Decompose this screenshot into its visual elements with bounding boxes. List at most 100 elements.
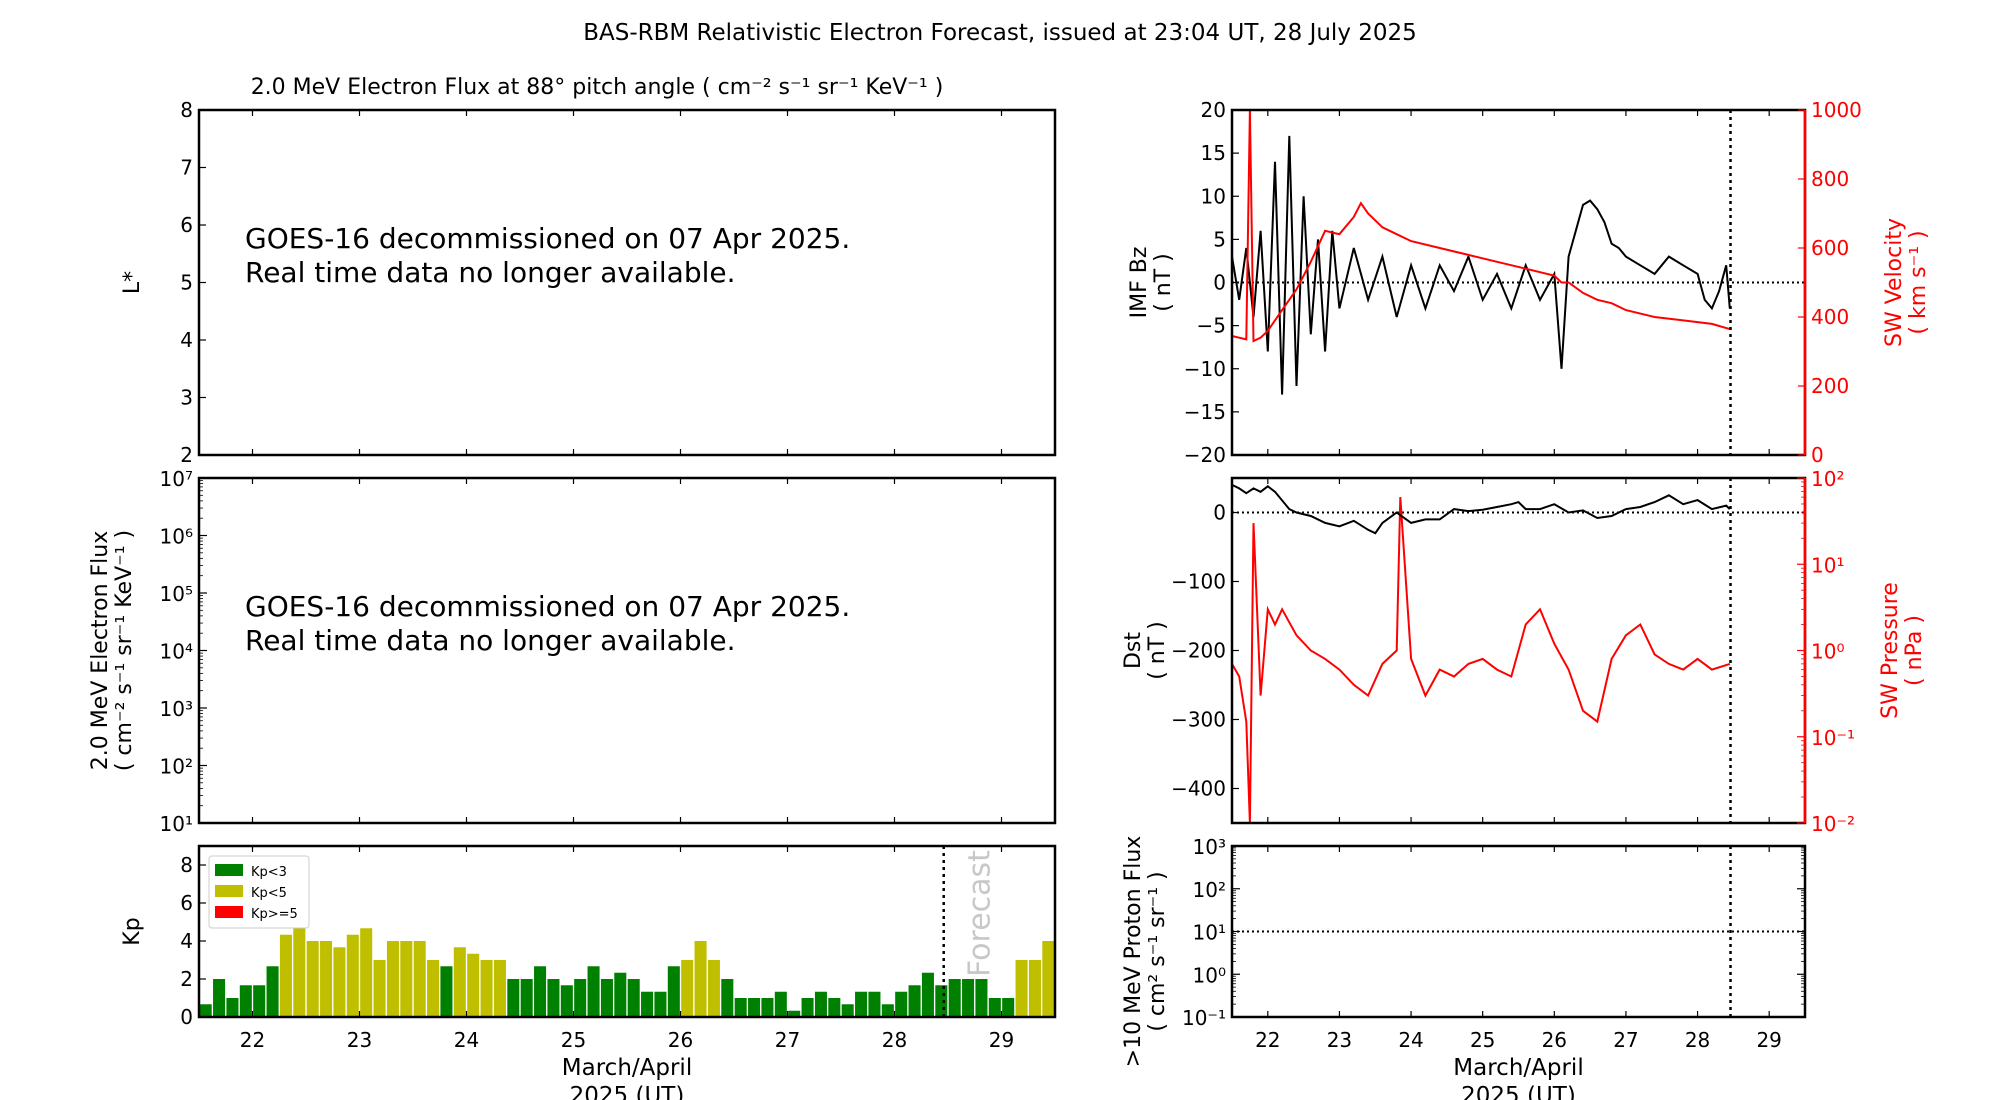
kp-bar [627,979,640,1017]
forecast-label: Forecast [963,850,998,977]
kp-bar [453,947,466,1017]
x-tick-label: 29 [1756,1028,1781,1052]
kp-bar [841,1004,854,1017]
y-tick-label: 10⁻² [1811,812,1855,836]
kp-bar [507,979,520,1017]
dst-ylabel: Dst [1121,632,1146,669]
proton-ylabel: ( cm² s⁻¹ sr⁻¹ ) [1145,871,1170,1031]
y-tick-label: 10¹ [1193,921,1226,945]
kp-bar [440,966,453,1017]
eflux-annotation: Real time data no longer available. [245,624,736,657]
y-tick-label: 10² [160,755,193,779]
y-tick-label: −5 [1197,314,1226,338]
x-tick-label: 22 [240,1028,265,1052]
kp-bar [213,979,226,1017]
y-tick-label: 5 [180,271,193,295]
kp-bar [774,991,787,1017]
sw-pressure-line [1231,497,1731,824]
y-tick-label: −200 [1171,639,1226,663]
kp-bar [734,998,747,1017]
kp-bar [721,979,734,1017]
y-tick-label: 0 [1811,443,1824,467]
sw-velocity-ylabel: SW Velocity [1882,218,1907,347]
kp-bar [988,998,1001,1017]
kp-bar [320,941,333,1017]
kp-bar [266,966,279,1017]
kp-bar [480,960,493,1017]
y-tick-label: 10³ [160,697,193,721]
kp-frame [197,844,1057,1019]
y-tick-label: 10¹ [1811,553,1844,577]
kp-bar [534,966,547,1017]
y-tick-label: 2 [180,967,193,991]
kp-bar [373,960,386,1017]
y-tick-label: 5 [1213,227,1226,251]
kp-bar [239,985,252,1017]
y-tick-label: 2 [180,443,193,467]
kp-bar [1002,998,1015,1017]
legend-label: Kp<3 [251,865,287,880]
kp-bar [427,960,440,1017]
y-tick-label: 10¹ [160,812,193,836]
x-tick-label: 25 [561,1028,586,1052]
y-tick-label: 0 [1213,271,1226,295]
kp-bar [386,941,399,1017]
kp-bar [520,979,533,1017]
kp-bar [948,979,961,1017]
sw-pressure-ylabel: ( nPa ) [1902,615,1927,686]
lstar-annotation: Real time data no longer available. [245,256,736,289]
y-tick-label: 400 [1811,305,1849,329]
y-tick-label: 10⁶ [160,525,193,549]
kp-bar [1042,941,1055,1017]
kp-bar [226,998,239,1017]
x-tick-label: 27 [775,1028,800,1052]
y-tick-label: 600 [1811,236,1849,260]
kp-bar [641,991,654,1017]
kp-bar [828,998,841,1017]
kp-bar [855,991,868,1017]
kp-bar [413,941,426,1017]
y-tick-label: −100 [1171,570,1226,594]
x-tick-label: 26 [1542,1028,1567,1052]
y-tick-label: 10⁷ [160,467,193,491]
y-tick-label: 20 [1201,98,1226,122]
kp-bar [600,979,613,1017]
x-axis-label: 2025 (UT) [1461,1083,1576,1100]
kp-bar [935,985,948,1017]
x-tick-label: 29 [989,1028,1014,1052]
kp-bar [681,960,694,1017]
y-tick-label: 10 [1201,184,1226,208]
kp-bar [574,979,587,1017]
x-tick-label: 24 [1398,1028,1423,1052]
kp-bar [654,991,667,1017]
y-tick-label: 8 [180,853,193,877]
y-tick-label: 7 [180,156,193,180]
kp-bar [547,979,560,1017]
x-tick-label: 24 [454,1028,479,1052]
kp-bar [962,979,975,1017]
y-tick-label: 10⁴ [160,640,193,664]
kp-bar [253,985,266,1017]
y-tick-label: 10³ [1193,835,1226,859]
y-tick-label: 3 [180,386,193,410]
y-tick-label: 4 [180,929,193,953]
dst-line [1231,484,1731,535]
kp-bar [360,928,373,1017]
kp-bar [306,941,319,1017]
kp-bar [694,941,707,1017]
lstar-annotation: GOES-16 decommissioned on 07 Apr 2025. [245,222,850,255]
legend-label: Kp>=5 [251,907,298,922]
sw-pressure-ylabel: SW Pressure [1878,582,1903,719]
y-tick-label: −15 [1184,400,1226,424]
kp-bar [921,972,934,1017]
legend-label: Kp<5 [251,886,287,901]
y-tick-label: 4 [180,328,193,352]
eflux-annotation: GOES-16 decommissioned on 07 Apr 2025. [245,590,850,623]
kp-bar [975,979,988,1017]
kp-bar [587,966,600,1017]
legend-swatch [215,864,243,876]
y-tick-label: −300 [1171,708,1226,732]
y-tick-label: 6 [180,213,193,237]
y-tick-label: −10 [1184,357,1226,381]
